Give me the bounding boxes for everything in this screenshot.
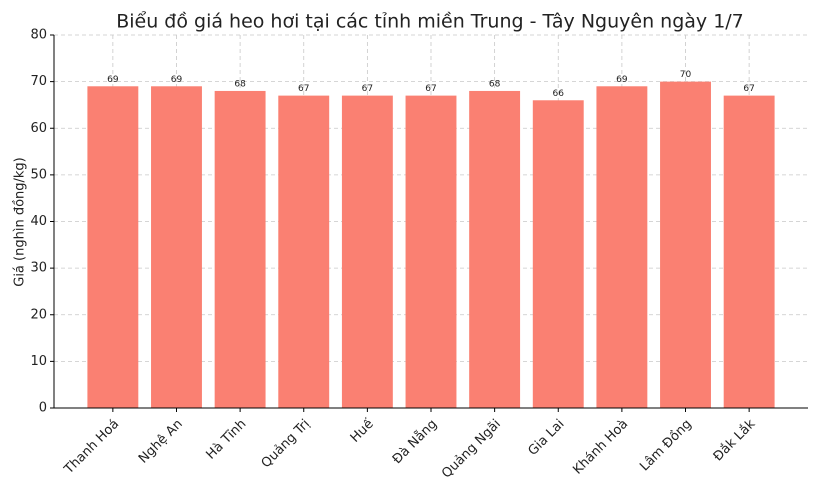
y-tick-label: 0	[39, 401, 47, 416]
x-tick-label: Thanh Hoá	[61, 417, 122, 478]
bar	[341, 95, 393, 409]
x-tick-label: Đắk Lắk	[711, 416, 759, 464]
y-axis-label: Giá (nghìn đồng/kg)	[13, 157, 28, 287]
value-label: 67	[425, 84, 436, 94]
bar	[723, 95, 775, 409]
x-tick-label: Gia Lai	[525, 417, 567, 459]
value-label: 67	[362, 84, 373, 94]
value-label: 68	[234, 79, 246, 89]
y-tick-label: 40	[30, 214, 47, 229]
y-tick-label: 10	[30, 354, 47, 369]
y-tick-label: 30	[30, 261, 47, 276]
value-label: 67	[298, 84, 309, 94]
y-tick-label: 70	[30, 74, 47, 89]
value-label: 66	[553, 89, 565, 99]
bar	[151, 86, 202, 408]
value-label: 67	[743, 84, 754, 94]
bar	[278, 95, 330, 409]
bar	[532, 100, 584, 409]
x-tick-label: Hà Tĩnh	[204, 417, 250, 463]
y-tick-label: 60	[30, 121, 47, 136]
bar	[469, 90, 521, 408]
y-tick-label: 20	[30, 307, 47, 322]
bar	[596, 86, 648, 408]
bar	[87, 86, 139, 408]
value-label: 70	[680, 70, 692, 80]
x-tick-label: Khánh Hoà	[570, 417, 631, 478]
x-tick-label: Đà Nẵng	[390, 417, 440, 467]
x-tick-label: Nghệ An	[136, 417, 186, 467]
value-label: 69	[107, 75, 119, 85]
chart-title: Biểu đồ giá heo hơi tại các tỉnh miền Tr…	[116, 11, 744, 33]
value-label: 68	[489, 79, 501, 89]
y-tick-label: 80	[30, 28, 47, 43]
x-tick-label: Huế	[348, 417, 377, 446]
x-tick-label: Quảng Trị	[259, 417, 313, 471]
x-tick-label: Lâm Đồng	[637, 417, 695, 475]
bar	[405, 95, 457, 409]
value-label: 69	[171, 75, 183, 85]
bar	[660, 81, 711, 408]
value-label: 69	[616, 75, 628, 85]
y-tick-label: 50	[30, 167, 47, 182]
bar	[214, 90, 266, 408]
x-tick-label: Quảng Ngãi	[439, 417, 504, 482]
